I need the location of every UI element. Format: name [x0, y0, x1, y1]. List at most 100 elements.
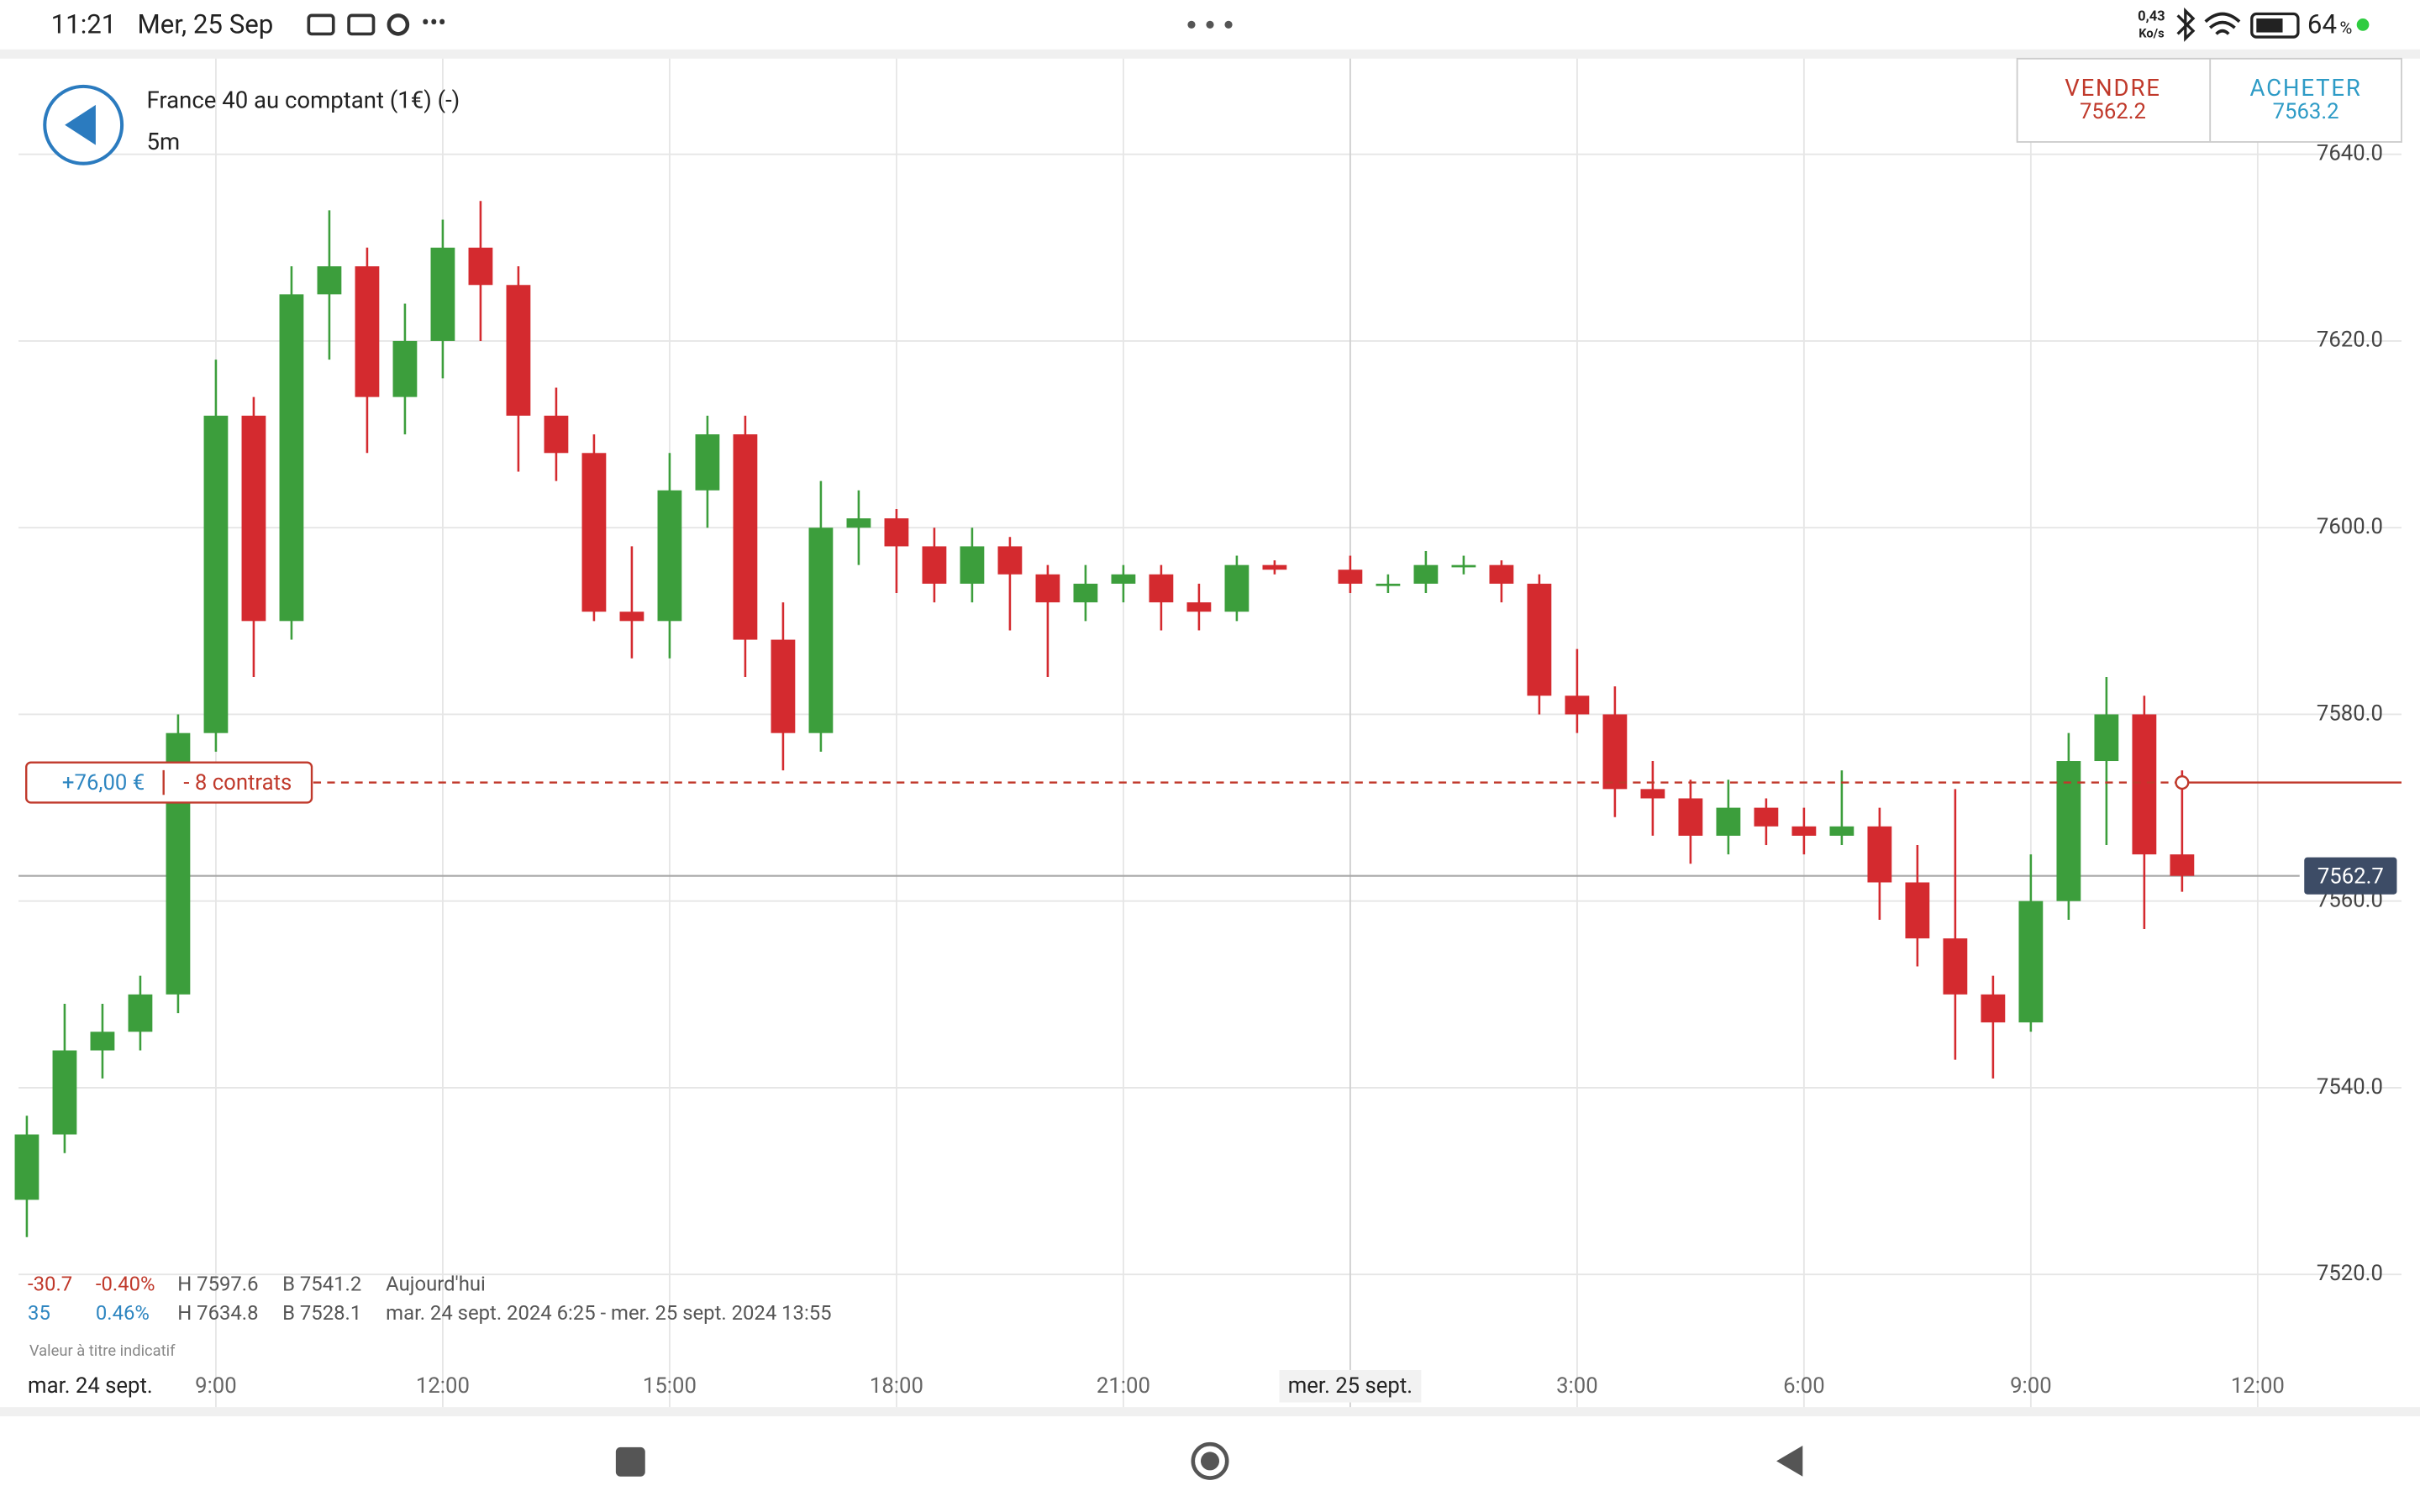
candle-body: [1451, 564, 1476, 568]
candle-body: [468, 247, 493, 286]
start-date-label: mar. 24 sept.: [28, 1373, 153, 1399]
y-tick-label: 7640.0: [2317, 140, 2383, 165]
net-speed-unit: Ko/s: [2139, 25, 2164, 40]
stat-low: B 7528.1: [282, 1301, 361, 1325]
stat-pct: -0.40%: [96, 1272, 155, 1295]
disclaimer: Valeur à titre indicatif: [29, 1342, 176, 1360]
status-date: Mer, 25 Sep: [137, 8, 273, 39]
date-label-bg: [1279, 1370, 1422, 1403]
stat-high: H 7634.8: [177, 1301, 258, 1325]
candle-body: [2094, 714, 2119, 762]
x-tick-label: 12:00: [2231, 1373, 2285, 1399]
sell-button[interactable]: VENDRE: [2065, 74, 2161, 102]
interval: 5m: [146, 128, 180, 155]
x-tick-label: 9:00: [195, 1373, 237, 1399]
candle-body: [1829, 826, 1854, 836]
candle-body: [1754, 807, 1779, 827]
stat-pct: 0.46%: [96, 1301, 150, 1325]
candle-body: [2132, 714, 2157, 855]
x-tick-label: 21:00: [1097, 1373, 1150, 1399]
candle-body: [1527, 583, 1552, 696]
candle-body: [203, 415, 229, 733]
stat-period: Aujourd'hui: [386, 1272, 486, 1295]
candle-body: [355, 266, 380, 397]
candle-body: [52, 1050, 77, 1135]
y-tick-label: 7580.0: [2317, 701, 2383, 726]
position-pnl: +76,00 €: [62, 770, 145, 795]
candle-body: [1186, 602, 1212, 612]
buy-price: 7563.2: [2273, 99, 2339, 124]
nav-bar: [615, 1441, 1803, 1480]
candle-body: [1413, 564, 1439, 584]
status-time: 11:21: [51, 8, 117, 39]
x-tick-label: 12:00: [416, 1373, 470, 1399]
handle-dot: [1187, 20, 1196, 29]
candle-body: [544, 415, 569, 454]
candle-body: [90, 1032, 115, 1051]
stat-high: H 7597.6: [177, 1272, 258, 1295]
stat-period: mar. 24 sept. 2024 6:25 - mer. 25 sept. …: [386, 1301, 831, 1325]
position-marker: [2175, 775, 2190, 790]
candle-body: [1489, 564, 1514, 584]
candle-body: [581, 453, 607, 612]
x-tick-label: 15:00: [643, 1373, 697, 1399]
status-bar: 11:21 Mer, 25 Sep ••• 0,43 Ko/s 64 %: [51, 7, 2370, 42]
handle-dot: [1224, 20, 1233, 29]
candle-body: [808, 528, 834, 733]
candle-body: [2170, 854, 2195, 876]
candle-body: [884, 518, 909, 547]
current-price-tag: [2304, 857, 2397, 895]
candle-body: [1981, 994, 2006, 1023]
candle-body: [846, 518, 871, 528]
candle-body: [1716, 807, 1741, 836]
battery-unit: %: [2339, 18, 2352, 38]
candle-body: [1640, 789, 1665, 799]
instrument-name: France 40 au comptant (1€) (-): [146, 87, 460, 114]
candle-body: [1376, 583, 1401, 586]
candle-body: [430, 247, 455, 341]
y-tick-label: 7600.0: [2317, 514, 2383, 539]
candle-body: [922, 546, 947, 584]
candle-body: [279, 294, 304, 622]
current-price-label: 7562.7: [2317, 864, 2384, 889]
stats: -30.7 -0.40% H 7597.6 B 7541.2 Aujourd'h…: [28, 1272, 832, 1360]
x-tick-label: 6:00: [1783, 1373, 1825, 1399]
y-tick-label: 7540.0: [2317, 1074, 2383, 1100]
candle-body: [14, 1134, 39, 1200]
candle-body: [128, 994, 153, 1032]
candle-body: [1867, 826, 1892, 883]
y-tick-label: 7620.0: [2317, 328, 2383, 353]
buy-button[interactable]: ACHETER: [2249, 74, 2361, 102]
candle-body: [1943, 938, 1968, 995]
position-size: - 8 contrats: [183, 770, 292, 795]
x-tick-label: mer. 25 sept.: [1288, 1373, 1413, 1399]
home-dot: [1200, 1452, 1220, 1471]
x-tick-label: 9:00: [2010, 1373, 2052, 1399]
recents-button[interactable]: [615, 1446, 645, 1477]
notification-icon: [307, 13, 335, 36]
candle-body: [317, 266, 342, 295]
candle-body: [695, 434, 720, 491]
candle-body: [771, 639, 796, 733]
more-icon: •••: [421, 9, 446, 38]
candle-body: [1035, 574, 1060, 603]
back-arrow: [65, 104, 96, 145]
separator: [0, 1407, 2420, 1417]
candle-body: [2056, 761, 2081, 901]
x-tick-label: 18:00: [870, 1373, 923, 1399]
charging-dot: [2356, 18, 2370, 31]
y-tick-label: 7520.0: [2317, 1261, 2383, 1286]
candle-body: [1111, 574, 1136, 584]
bluetooth-icon: [2176, 7, 2196, 42]
sell-price: 7562.2: [2080, 99, 2146, 124]
candle-body: [392, 340, 418, 397]
plot-area: 7520.07540.07560.07580.07600.07620.07640…: [14, 58, 2402, 1408]
stat-low: B 7541.2: [282, 1272, 361, 1295]
back-nav-button[interactable]: [1776, 1446, 1803, 1477]
candle-body: [960, 546, 985, 584]
home-button[interactable]: [1191, 1441, 1229, 1480]
stat-change: 35: [28, 1301, 50, 1325]
